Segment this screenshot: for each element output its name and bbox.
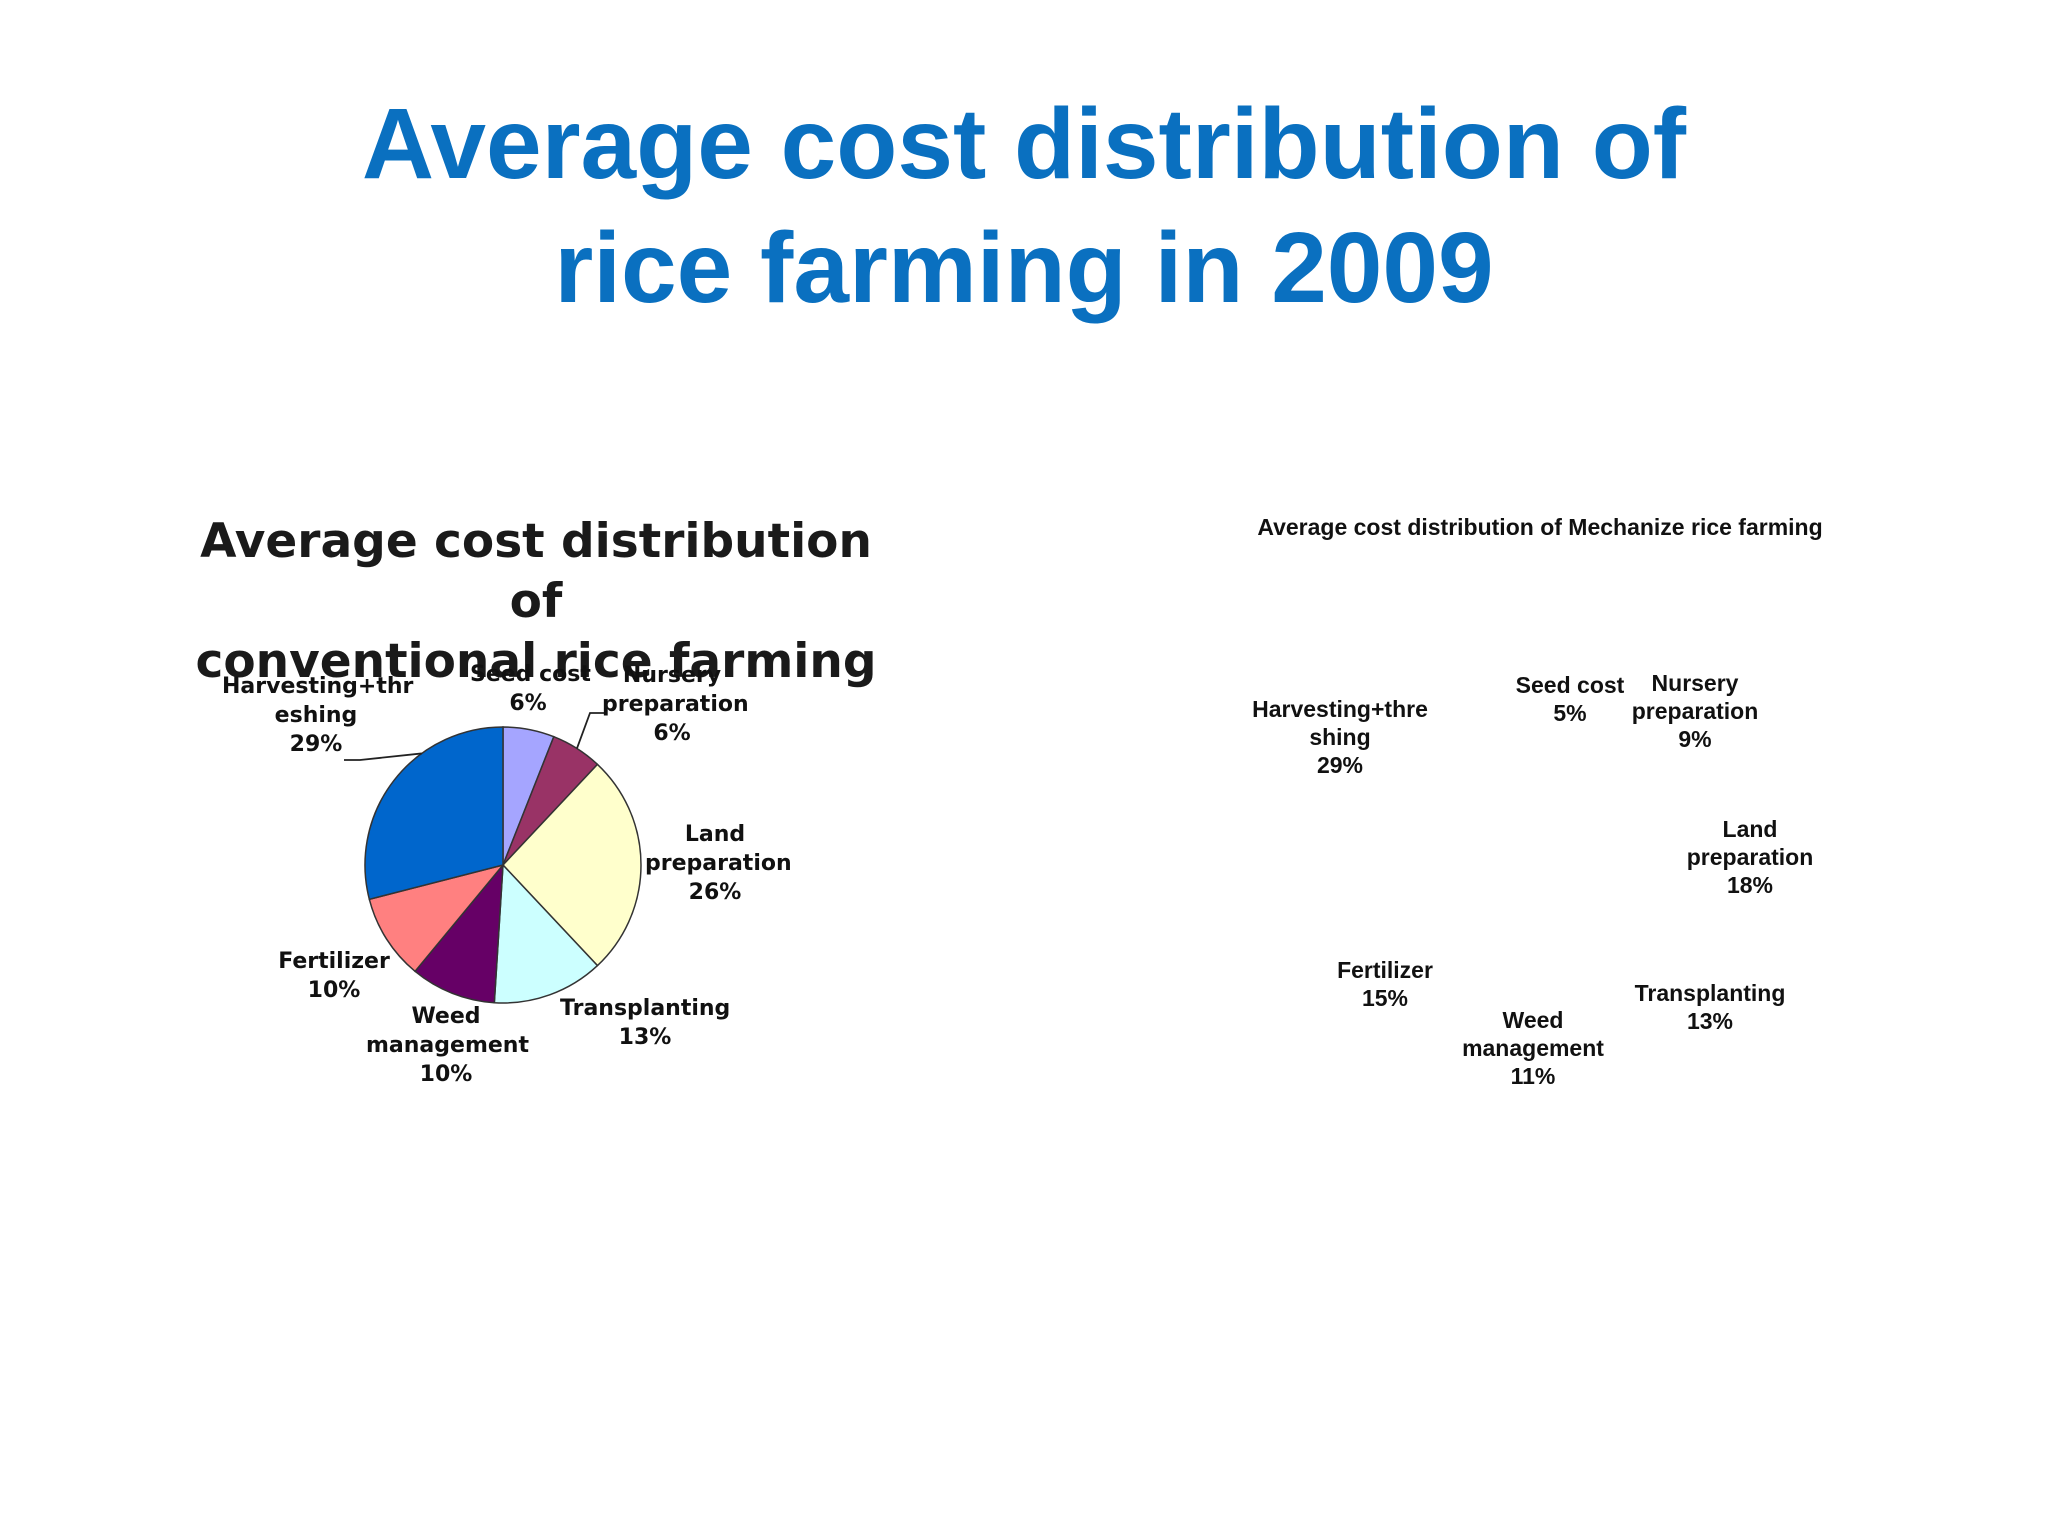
label-percent: 5%	[1553, 700, 1587, 726]
mechanized-label-land-preparation: Land preparation 18%	[1680, 815, 1820, 899]
conventional-chart-title-line-2: conventional rice farming	[195, 634, 877, 689]
leader-line-nursery-preparation	[576, 712, 604, 749]
conventional-chart-title-line-1: Average cost distribution of	[200, 514, 872, 629]
label-name: Land	[684, 822, 746, 847]
pie-slice-land-preparation	[501, 763, 642, 967]
label-percent: 10%	[307, 978, 361, 1003]
label-name: Transplanting	[1634, 980, 1786, 1006]
label-percent: 29%	[1316, 752, 1364, 778]
label-name: Harvesting+thre	[1252, 696, 1428, 722]
label-percent: 26%	[688, 880, 742, 905]
label-name-2: management	[366, 1033, 529, 1058]
label-name: Weed	[411, 1004, 481, 1029]
conventional-label-land-preparation: Land preparation 26%	[645, 820, 792, 907]
label-percent: 10%	[419, 1062, 473, 1087]
label-name-2: preparation	[1631, 698, 1759, 724]
conventional-label-weed-management: Weed management 10%	[366, 1002, 529, 1089]
mechanized-label-weed-management: Weed management 11%	[1448, 1006, 1618, 1090]
label-name: Weed	[1502, 1007, 1564, 1033]
label-name: Transplanting	[560, 996, 731, 1021]
label-percent: 13%	[1686, 1008, 1734, 1034]
label-name: Fertilizer	[1337, 957, 1433, 983]
label-name-2: preparation	[645, 851, 792, 876]
slide-title-line-1: Average cost distribution of	[361, 88, 1687, 200]
conventional-label-transplanting: Transplanting 13%	[560, 994, 730, 1052]
mechanized-label-fertilizer: Fertilizer 15%	[1320, 956, 1450, 1012]
label-name: Seed cost	[470, 662, 591, 687]
label-percent: 11%	[1510, 1063, 1556, 1089]
label-percent: 6%	[509, 691, 547, 716]
label-percent: 18%	[1726, 872, 1774, 898]
mechanized-label-harvesting-threshing: Harvesting+thre shing 29%	[1240, 695, 1440, 779]
slide-title: Average cost distribution of rice farmin…	[0, 82, 2048, 330]
pie-slice-harvesting-threshing	[364, 726, 504, 901]
label-percent: 6%	[653, 721, 691, 746]
pie-slice-fertilizer	[368, 863, 506, 973]
pie-slice-weed-management	[413, 862, 504, 1004]
pie-slice-transplanting	[493, 863, 599, 1004]
conventional-label-fertilizer: Fertilizer 10%	[278, 947, 390, 1005]
label-name: Fertilizer	[278, 949, 390, 974]
mechanized-label-seed-cost: Seed cost 5%	[1505, 671, 1635, 727]
label-name: Nursery	[1651, 670, 1739, 696]
label-name: Harvesting+thr	[222, 674, 414, 699]
conventional-label-harvesting-threshing: Harvesting+thr eshing 29%	[222, 672, 414, 759]
conventional-label-nursery-preparation: Nursery preparation 6%	[602, 661, 749, 748]
label-name: Seed cost	[1515, 672, 1625, 698]
label-name-2: eshing	[274, 703, 358, 728]
label-name: Nursery	[622, 663, 722, 688]
mechanized-label-transplanting: Transplanting 13%	[1620, 979, 1800, 1035]
conventional-chart-title: Average cost distribution of conventiona…	[186, 512, 886, 692]
conventional-label-seed-cost: Seed cost 6%	[470, 660, 591, 718]
label-percent: 15%	[1361, 985, 1409, 1011]
label-percent: 9%	[1678, 726, 1712, 752]
label-name-2: preparation	[1686, 844, 1814, 870]
label-name-2: shing	[1309, 724, 1371, 750]
leader-line-harvesting-threshing	[344, 752, 422, 761]
label-percent: 13%	[618, 1025, 672, 1050]
slide-title-line-2: rice farming in 2009	[554, 212, 1494, 324]
mechanized-label-nursery-preparation: Nursery preparation 9%	[1625, 669, 1765, 753]
label-percent: 29%	[289, 732, 343, 757]
label-name-2: preparation	[602, 692, 749, 717]
label-name: Land	[1722, 816, 1778, 842]
label-name-2: management	[1462, 1035, 1604, 1061]
mechanized-chart-title: Average cost distribution of Mechanize r…	[1257, 514, 1823, 540]
